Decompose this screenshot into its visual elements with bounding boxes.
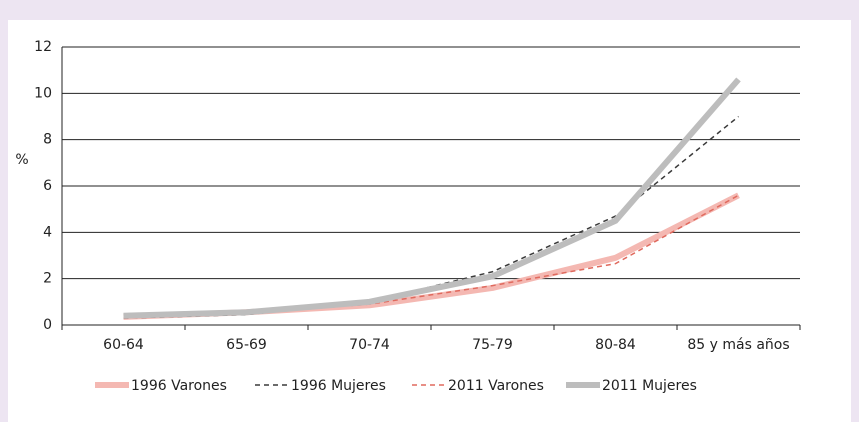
x-tick-label: 70-74 xyxy=(349,337,390,353)
y-tick-label: 12 xyxy=(34,39,52,55)
legend-label: 2011 Mujeres xyxy=(602,378,697,394)
y-tick-label: 10 xyxy=(34,85,52,101)
panel xyxy=(8,20,851,422)
y-tick-label: 4 xyxy=(43,224,52,240)
legend-label: 1996 Mujeres xyxy=(291,378,386,394)
y-tick-label: 2 xyxy=(43,271,52,287)
series-line xyxy=(123,77,741,319)
legend-label: 2011 Varones xyxy=(448,378,544,394)
x-tick-label: 80-84 xyxy=(595,337,636,353)
y-tick-label: 6 xyxy=(43,178,52,194)
y-tick-label: 8 xyxy=(43,132,52,148)
x-tick-label: 85 y más años xyxy=(687,337,789,353)
legend-label: 1996 Varones xyxy=(131,378,227,394)
x-tick-label: 75-79 xyxy=(472,337,513,353)
y-axis-label: % xyxy=(15,152,28,168)
y-tick-label: 0 xyxy=(43,317,52,333)
x-tick-label: 60-64 xyxy=(103,337,144,353)
x-tick-label: 65-69 xyxy=(226,337,267,353)
